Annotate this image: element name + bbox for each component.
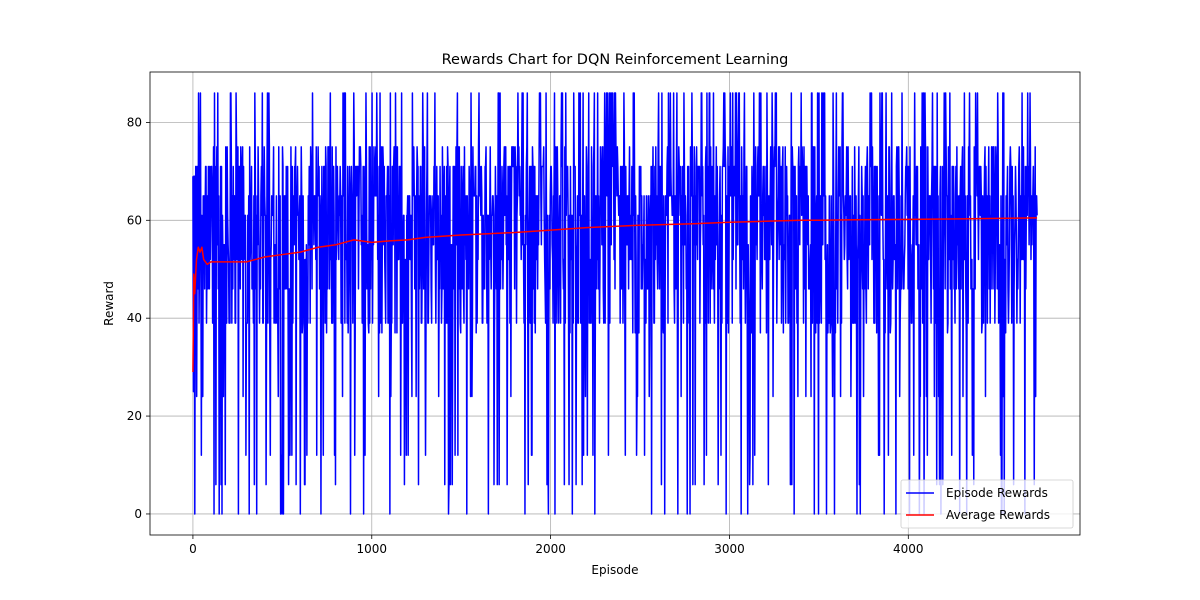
x-tick-label: 2000 [535, 542, 566, 556]
x-axis-label: Episode [591, 563, 638, 577]
x-tick-label: 3000 [714, 542, 745, 556]
series-average-rewards-line [192, 217, 1038, 373]
series-episode-rewards-line [192, 92, 1038, 515]
y-tick-label: 0 [134, 507, 142, 521]
y-tick-label: 60 [127, 213, 142, 227]
y-tick-label: 80 [127, 115, 142, 129]
x-tick-label: 0 [189, 542, 197, 556]
y-tick-label: 40 [127, 311, 142, 325]
y-axis-label: Reward [102, 281, 116, 326]
legend-label-episode-rewards: Episode Rewards [946, 486, 1048, 500]
chart-title: Rewards Chart for DQN Reinforcement Lear… [442, 52, 789, 68]
plot-area-frame [149, 71, 1081, 536]
y-tick-label: 20 [127, 409, 142, 423]
legend-label-average-rewards: Average Rewards [946, 508, 1050, 522]
legend: Episode Rewards Average Rewards [900, 479, 1074, 529]
x-tick-label: 4000 [893, 542, 924, 556]
legend-box [900, 479, 1074, 529]
x-tick-label: 1000 [356, 542, 387, 556]
